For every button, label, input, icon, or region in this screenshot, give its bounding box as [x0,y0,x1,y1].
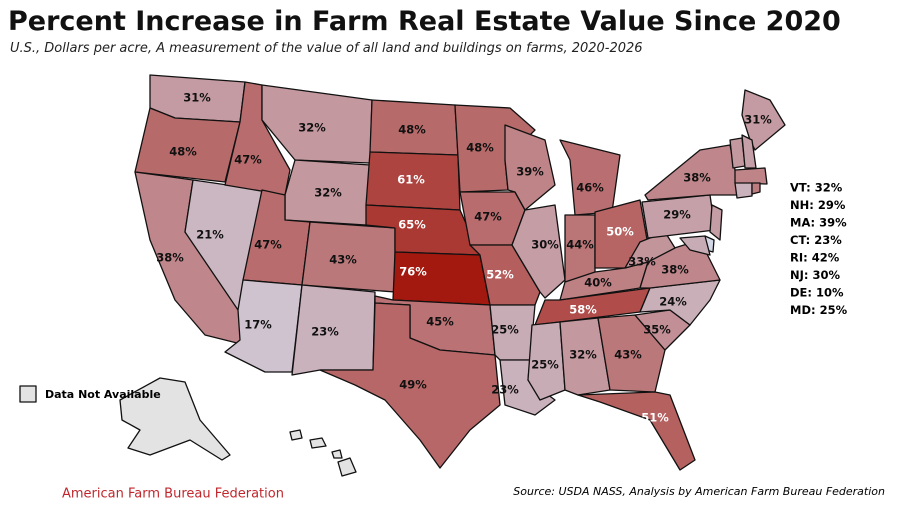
state [319,302,501,469]
title: Percent Increase in Farm Real Estate Val… [8,6,841,37]
state-value-label: 49% [399,378,427,392]
legend-swatch [19,385,37,403]
small-state-label: NJ: 30% [790,268,841,282]
small-state [679,235,711,256]
state-value-label: 76% [399,265,427,279]
state-value-label: 32% [569,348,597,362]
small-state-label: NH: 29% [790,198,846,212]
state-value-label: 65% [398,218,426,232]
state-value-label: 24% [659,295,687,309]
state-value-label: 39% [516,165,544,179]
state-value-label: 47% [234,153,262,167]
state-value-label: 48% [169,145,197,159]
state [504,124,556,211]
state-value-label: 43% [614,348,642,362]
state-value-label: 47% [474,210,502,224]
small-state [709,204,723,241]
state [511,204,566,299]
state-value-label: 21% [196,228,224,242]
state [261,84,373,164]
state-value-label: 48% [466,141,494,155]
state-value-label: 61% [397,173,425,187]
small-state [734,167,768,185]
state-value-label: 29% [663,208,691,222]
state-value-label: 35% [643,323,671,337]
small-state-label: RI: 42% [790,251,840,265]
state [559,317,611,396]
state [559,139,621,216]
state-value-label: 31% [183,91,211,105]
subtitle: U.S., Dollars per acre, A measurement of… [10,41,643,56]
small-state-label: VT: 32% [790,181,843,195]
state-value-label: 38% [661,263,689,277]
hawaii [289,429,357,477]
state-value-label: 32% [314,186,342,200]
state-value-label: 38% [683,171,711,185]
state-value-label: 23% [311,325,339,339]
small-state-label: MD: 25% [790,303,848,317]
state-value-label: 50% [606,225,634,239]
state-value-label: 44% [566,238,594,252]
source: Source: USDA NASS, Analysis by American … [513,485,885,498]
state-value-label: 25% [531,358,559,372]
alaska [119,377,231,461]
organization: American Farm Bureau Federation [62,487,284,502]
state-value-label: 40% [584,276,612,290]
state-value-label: 43% [329,253,357,267]
state-value-label: 31% [744,113,772,127]
state-value-label: 32% [298,121,326,135]
small-state [751,182,761,195]
state-value-label: 46% [576,181,604,195]
state-value-label: 47% [254,238,282,252]
logo [22,486,50,489]
small-state-label: CT: 23% [790,233,842,247]
state-value-label: 51% [641,411,669,425]
small-state [734,182,753,199]
state-value-label: 23% [491,383,519,397]
states: 31% 48% 38% 21% 47% 32% 32% 47% 17% 43% 23% 48% 61% 6… [134,74,786,471]
state-value-label: 17% [244,318,272,332]
legend-label: Data Not Available [45,388,161,401]
small-state-label: MA: 39% [790,216,847,230]
state [597,314,666,393]
state-value-label: 58% [569,303,597,317]
state-value-label: 38% [156,251,184,265]
state-value-label: 30% [531,238,559,252]
small-state-list: VT: 32% NH: 29% MA: 39% CT: 23% RI: 42% NJ: 3… [790,181,848,318]
state-value-label: 25% [491,323,519,337]
state [392,251,491,306]
state-value-label: 52% [486,268,514,282]
state [741,89,786,151]
small-state-label: DE: 10% [790,286,844,300]
state-value-label: 48% [398,123,426,137]
state [527,321,566,401]
state-value-label: 45% [426,315,454,329]
state [577,391,696,471]
state-value-label: 33% [628,255,656,269]
